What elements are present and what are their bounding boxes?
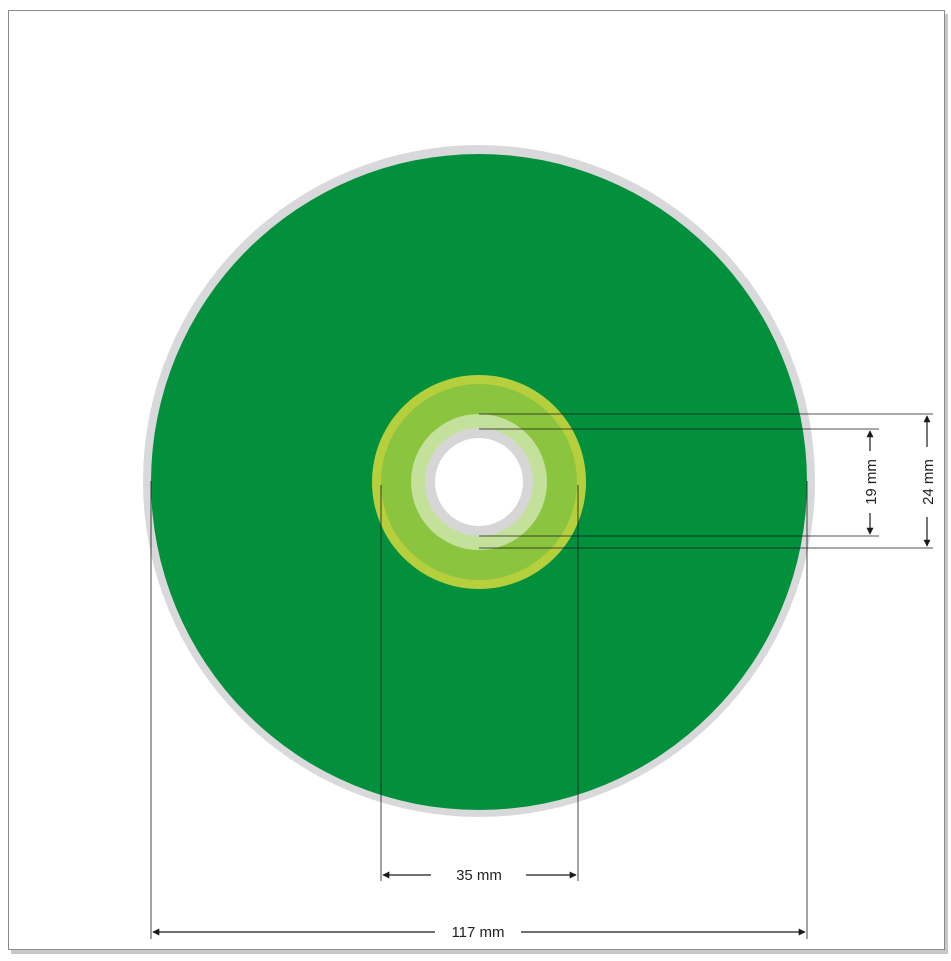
diagram-frame: 117 mm 35 mm 19 mm 24 mm xyxy=(8,10,945,950)
center-hole xyxy=(435,438,523,526)
label-hub-diameter: 24 mm xyxy=(920,459,937,505)
label-inner-ring-diameter: 19 mm xyxy=(863,459,880,505)
label-outer-diameter: 117 mm xyxy=(451,924,504,941)
label-clamp-diameter: 35 mm xyxy=(456,867,502,884)
